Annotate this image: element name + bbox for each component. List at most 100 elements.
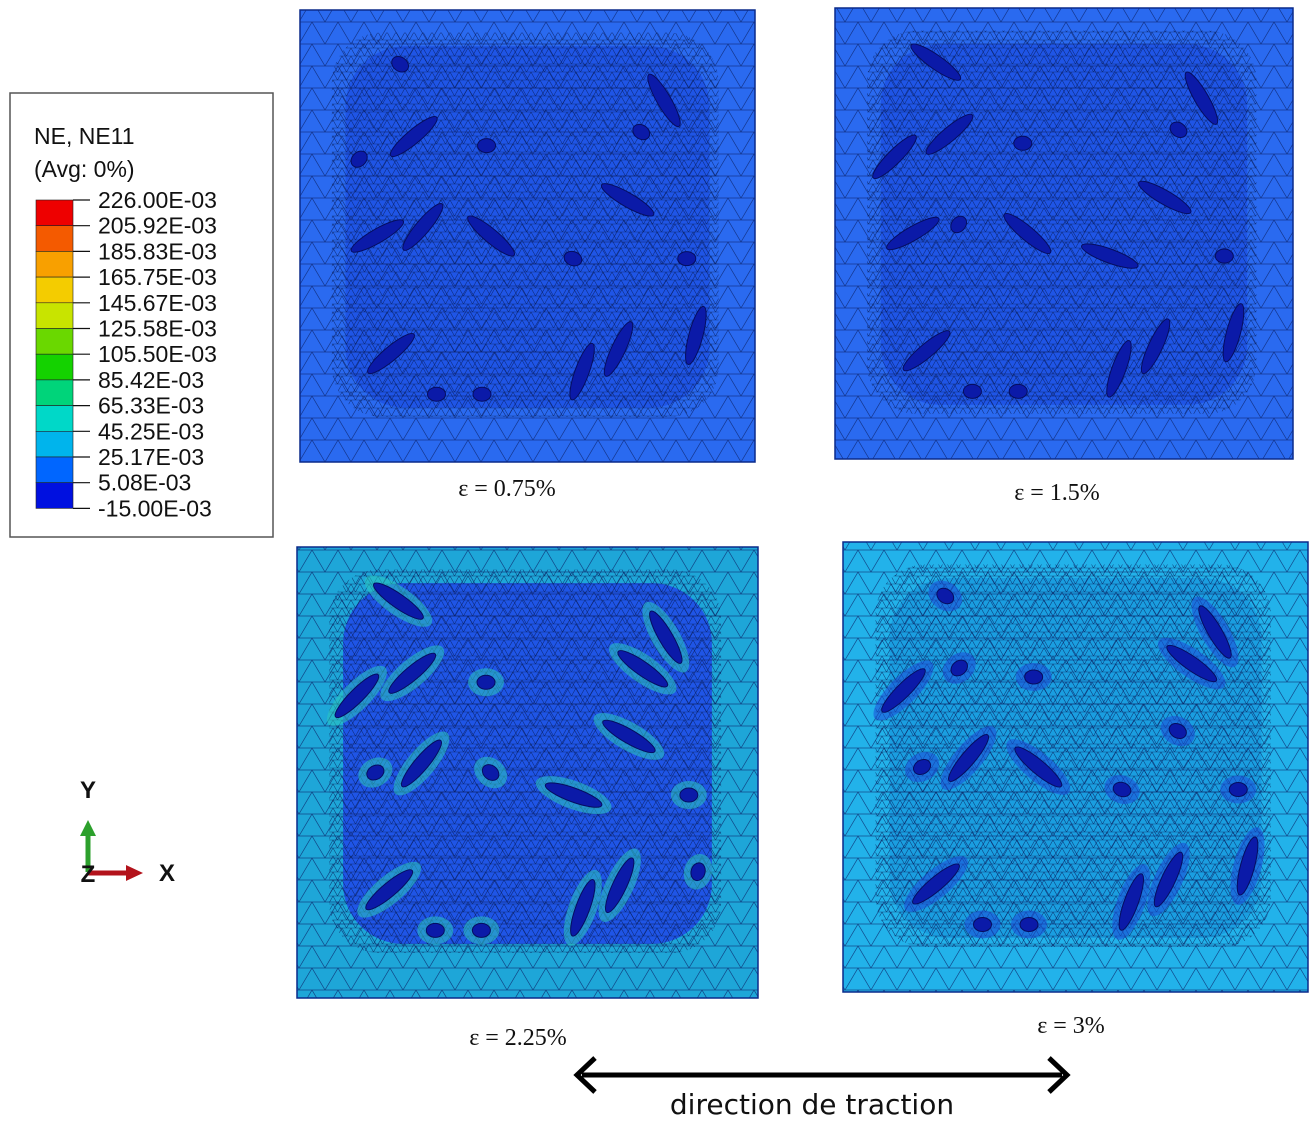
legend-swatch [35,456,74,484]
legend-swatch [35,379,74,406]
inclusion [962,383,982,399]
axis-triad: Y Z X [80,777,175,888]
panel-border [842,541,1309,993]
inclusion [910,43,962,81]
inclusion [679,787,699,803]
inclusion [605,857,635,914]
y-arrowhead [80,820,96,836]
inclusion [472,386,492,402]
inclusion [1236,836,1259,896]
x-label: X [159,860,175,887]
legend-swatch [35,405,74,432]
panel-border [834,7,1294,460]
legend-swatch [35,353,74,381]
inclusion [950,659,968,677]
inclusion [1112,781,1132,798]
inclusion [912,863,960,905]
inclusion [391,56,409,73]
legend-swatch [35,328,74,355]
x-arrowhead [126,865,143,881]
inclusion [603,321,634,377]
inclusion [1024,669,1044,685]
inclusion [690,862,706,882]
inclusion [1153,851,1184,908]
inclusion [617,650,669,688]
direction-label: direction de traction [670,1088,954,1121]
inclusion [925,113,974,155]
legend-swatch [35,430,74,458]
panel-caption: ε = 0.75% [458,476,556,502]
direction: direction de traction [573,1056,1071,1121]
inclusion [467,215,516,257]
legend-label: 205.92E-03 [98,213,217,239]
inclusion [570,879,596,937]
inclusion [600,183,655,217]
inclusion [334,673,380,719]
inclusion [1138,180,1192,215]
legend: NE, NE11 (Avg: 0%) 226.00E-03205.92E-031… [9,92,274,538]
inclusion [1118,873,1144,931]
inclusion [427,386,446,402]
inclusion [425,922,445,938]
inclusion [902,330,951,372]
legend-label: 5.08E-03 [98,470,191,496]
inclusion [872,134,917,180]
inclusion [350,219,405,253]
inclusion [1081,243,1139,269]
inclusion [632,123,651,141]
legend-label: 105.50E-03 [98,341,217,367]
inclusion [1222,303,1245,363]
inclusion [1008,383,1028,399]
inclusion [366,764,385,781]
inclusion [881,668,926,713]
z-label: Z [81,861,96,888]
panel-caption: ε = 1.5% [1014,480,1100,506]
inclusion [569,342,595,401]
inclusion [402,203,444,251]
inclusion [388,652,437,694]
inclusion [973,917,992,932]
inclusion [563,250,583,267]
inclusion [1166,644,1218,683]
panel-caption: ε = 2.25% [469,1025,567,1051]
legend-swatch [35,302,74,329]
legend-swatch [35,482,74,509]
inclusion [1014,746,1063,788]
y-label: Y [80,777,96,804]
legend-label: -15.00E-03 [98,495,212,521]
legend-label: 65.33E-03 [98,393,204,419]
inclusion [1106,340,1132,398]
inclusion [1198,605,1232,659]
inclusion [350,150,368,168]
inclusion [948,734,990,782]
legend-label: 125.58E-03 [98,316,217,342]
legend-swatch [35,251,74,278]
inclusion [1019,917,1039,932]
inclusion [1169,121,1188,138]
inclusion [481,764,500,781]
panel [842,541,1309,993]
panel [296,546,759,999]
inclusion [400,739,442,788]
inclusion [1140,318,1171,375]
inclusion [886,216,940,251]
inclusion [476,674,496,690]
inclusion [471,922,491,938]
panel-border [299,9,756,463]
inclusion [936,587,955,605]
legend-label: 25.17E-03 [98,444,204,470]
legend-swatch [35,276,74,304]
arrowhead-right [1047,1056,1071,1094]
inclusion [1013,135,1033,151]
inclusion [602,719,656,754]
legend-label: 226.00E-03 [98,187,217,213]
legend-label: 185.83E-03 [98,238,217,264]
legend-label: 85.42E-03 [98,367,204,393]
inclusion [389,116,438,158]
inclusion [950,215,968,234]
legend-title: NE, NE11 [34,123,135,149]
legend-subtitle: (Avg: 0%) [34,156,135,182]
legend-swatch [35,199,74,227]
